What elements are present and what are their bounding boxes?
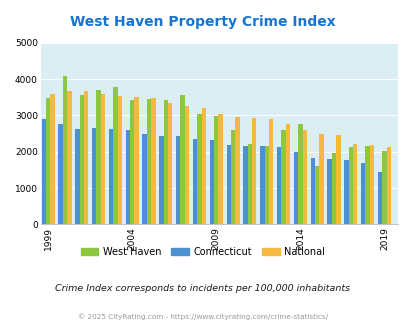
Bar <box>75 129 79 224</box>
Bar <box>201 108 205 224</box>
Bar <box>79 95 84 224</box>
Bar <box>218 114 222 224</box>
Bar <box>293 152 297 224</box>
Bar <box>58 124 63 224</box>
Bar <box>314 166 319 224</box>
Bar <box>297 124 302 224</box>
Bar <box>46 98 50 224</box>
Bar <box>226 145 230 224</box>
Bar <box>235 117 239 224</box>
Bar <box>268 119 273 224</box>
Bar <box>147 99 151 224</box>
Bar <box>130 100 134 224</box>
Bar <box>335 135 340 224</box>
Bar <box>364 146 369 224</box>
Bar <box>381 151 386 224</box>
Bar <box>197 114 201 224</box>
Bar <box>348 148 352 224</box>
Bar <box>310 158 314 224</box>
Bar <box>281 130 285 224</box>
Bar <box>67 91 71 224</box>
Bar <box>252 118 256 224</box>
Bar <box>117 96 121 224</box>
Bar <box>192 140 197 224</box>
Bar <box>176 136 180 224</box>
Bar <box>331 153 335 224</box>
Bar <box>319 134 323 224</box>
Bar <box>50 94 55 224</box>
Bar <box>260 147 264 224</box>
Bar <box>109 129 113 224</box>
Bar <box>247 144 252 224</box>
Bar <box>369 145 373 224</box>
Text: West Haven Property Crime Index: West Haven Property Crime Index <box>70 15 335 29</box>
Bar <box>92 128 96 224</box>
Bar <box>243 146 247 224</box>
Bar <box>63 76 67 224</box>
Bar <box>180 95 184 224</box>
Bar <box>126 130 130 224</box>
Bar <box>142 134 147 224</box>
Bar <box>377 172 381 224</box>
Bar <box>113 87 117 224</box>
Bar <box>326 159 331 224</box>
Bar <box>213 116 218 224</box>
Bar <box>96 90 100 224</box>
Bar <box>343 160 348 224</box>
Bar <box>302 130 306 224</box>
Bar <box>209 140 213 224</box>
Bar <box>100 94 105 224</box>
Bar <box>151 98 155 224</box>
Bar <box>168 103 172 224</box>
Bar <box>276 147 281 224</box>
Bar <box>134 97 139 224</box>
Bar <box>285 124 290 224</box>
Bar <box>163 100 168 224</box>
Bar <box>264 146 268 224</box>
Bar <box>360 163 364 224</box>
Bar <box>230 130 235 224</box>
Bar <box>84 91 88 224</box>
Legend: West Haven, Connecticut, National: West Haven, Connecticut, National <box>77 243 328 261</box>
Text: Crime Index corresponds to incidents per 100,000 inhabitants: Crime Index corresponds to incidents per… <box>55 284 350 293</box>
Bar <box>352 144 356 224</box>
Bar <box>184 106 189 224</box>
Bar <box>41 119 46 224</box>
Bar <box>386 148 390 224</box>
Text: © 2025 CityRating.com - https://www.cityrating.com/crime-statistics/: © 2025 CityRating.com - https://www.city… <box>78 314 327 320</box>
Bar <box>159 136 163 224</box>
